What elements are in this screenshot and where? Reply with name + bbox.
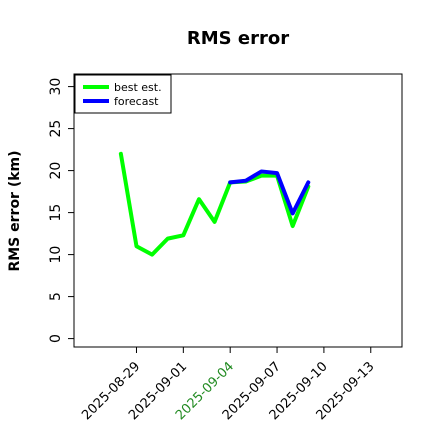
y-tick-label: 30 xyxy=(48,78,64,96)
legend-box xyxy=(74,74,172,114)
y-tick-label: 25 xyxy=(48,120,64,138)
x-axis-ticks: 2025-08-292025-09-012025-09-042025-09-07… xyxy=(79,347,378,423)
legend: best est. forecast xyxy=(74,74,172,114)
legend-label-forecast: forecast xyxy=(114,95,159,108)
chart-title: RMS error xyxy=(187,28,289,49)
y-tick-label: 20 xyxy=(48,162,64,180)
series-layer xyxy=(118,151,311,257)
y-tick-label: 5 xyxy=(48,292,64,301)
legend-label-best-est: best est. xyxy=(114,81,162,94)
y-axis-label: RMS error (km) xyxy=(7,150,23,271)
y-tick-label: 10 xyxy=(48,246,64,264)
series-line-best-est xyxy=(118,151,311,257)
series-line-forecast xyxy=(228,169,311,216)
plot-area-frame xyxy=(73,73,403,348)
y-axis-ticks: 0 5 10 15 20 25 30 xyxy=(48,78,74,343)
y-tick-label: 0 xyxy=(48,334,64,343)
y-tick-label: 15 xyxy=(48,204,64,222)
